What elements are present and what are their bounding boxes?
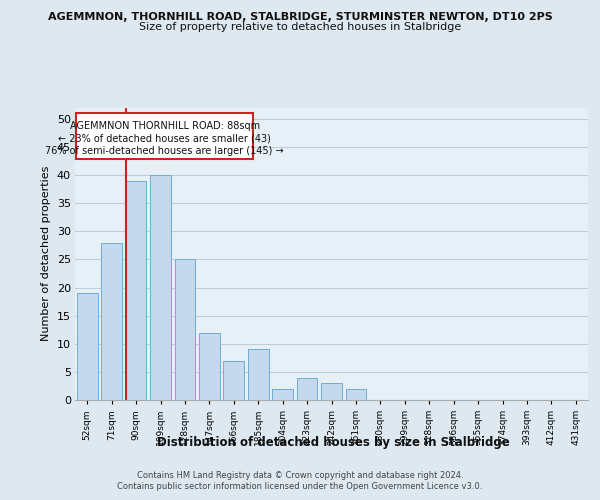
Bar (199, 332, 220, 400)
Text: Distribution of detached houses by size in Stalbridge: Distribution of detached houses by size … (157, 436, 509, 449)
Bar (101, 242, 122, 400)
Bar (346, 389, 367, 400)
Text: Size of property relative to detached houses in Stalbridge: Size of property relative to detached ho… (139, 22, 461, 32)
Text: AGEMMNON THORNHILL ROAD: 88sqm: AGEMMNON THORNHILL ROAD: 88sqm (70, 121, 260, 131)
Text: Contains HM Land Registry data © Crown copyright and database right 2024.: Contains HM Land Registry data © Crown c… (137, 472, 463, 480)
Bar (272, 389, 293, 400)
Text: 76% of semi-detached houses are larger (145) →: 76% of semi-detached houses are larger (… (46, 146, 284, 156)
Bar (76, 113, 253, 160)
Bar (321, 383, 342, 400)
Text: AGEMMNON, THORNHILL ROAD, STALBRIDGE, STURMINSTER NEWTON, DT10 2PS: AGEMMNON, THORNHILL ROAD, STALBRIDGE, ST… (47, 12, 553, 22)
Bar (175, 260, 196, 400)
Bar (223, 360, 244, 400)
Y-axis label: Number of detached properties: Number of detached properties (41, 166, 51, 342)
Bar (77, 293, 98, 400)
Bar (248, 350, 269, 400)
Bar (125, 180, 146, 400)
Text: ← 23% of detached houses are smaller (43): ← 23% of detached houses are smaller (43… (58, 134, 271, 143)
Text: Contains public sector information licensed under the Open Government Licence v3: Contains public sector information licen… (118, 482, 482, 491)
Bar (150, 175, 171, 400)
Bar (296, 378, 317, 400)
